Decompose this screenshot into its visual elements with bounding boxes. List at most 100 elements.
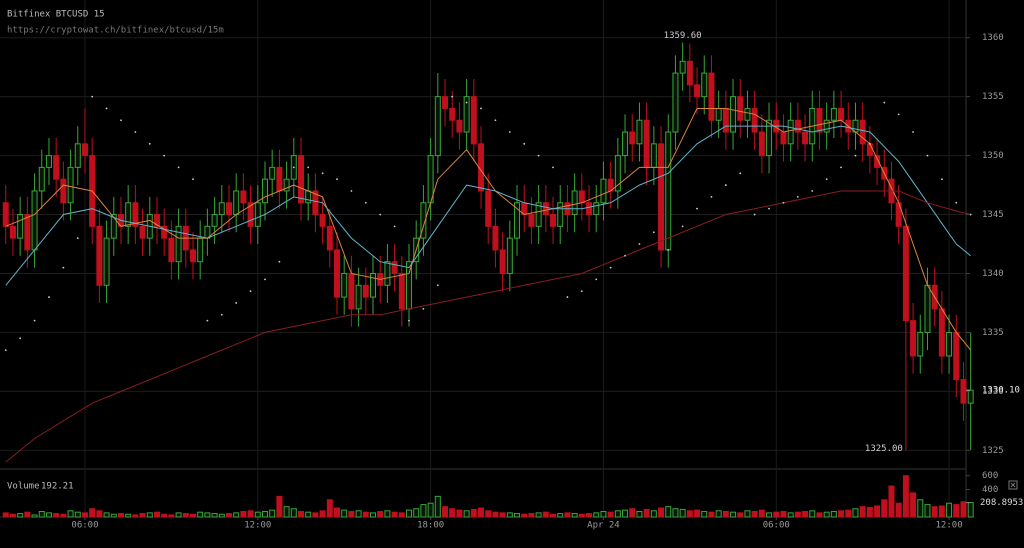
volume-bar xyxy=(665,506,672,518)
candle-body xyxy=(787,119,794,145)
sar-dot xyxy=(580,290,583,293)
volume-bar xyxy=(838,510,845,518)
volume-bar xyxy=(312,512,319,518)
volume-bar xyxy=(578,513,585,518)
volume-bar xyxy=(24,511,31,518)
candle-body xyxy=(780,131,787,145)
candle-body xyxy=(420,202,427,239)
extreme-label: 1359.60 xyxy=(664,31,702,41)
candle-body xyxy=(17,214,24,239)
sar-dot xyxy=(940,178,943,181)
sar-dot xyxy=(955,201,958,204)
candle-body xyxy=(276,166,283,192)
y-tick-label: 1335 xyxy=(982,328,1004,338)
volume-bar xyxy=(139,513,146,518)
sar-dot xyxy=(926,154,929,157)
candle-body xyxy=(81,143,88,157)
extreme-label: 1325.00 xyxy=(865,444,903,454)
sar-dot xyxy=(710,195,713,198)
y-tick-label: 1355 xyxy=(982,92,1004,102)
sar-dot xyxy=(177,166,180,169)
volume-bar xyxy=(146,512,153,518)
sar-dot xyxy=(278,260,281,263)
volume-bar xyxy=(413,508,420,518)
sar-dot xyxy=(33,319,36,322)
sar-dot xyxy=(91,95,94,98)
candle-body xyxy=(650,143,657,168)
sar-dot xyxy=(364,201,367,204)
volume-bar xyxy=(960,501,967,518)
sar-dot xyxy=(840,166,842,169)
candle-body xyxy=(348,272,355,310)
sar-dot xyxy=(566,296,569,298)
candle-body xyxy=(211,214,218,227)
volume-bar xyxy=(514,513,521,518)
volume-label: Volume xyxy=(7,482,40,492)
candle-body xyxy=(938,308,945,357)
volume-bar xyxy=(420,504,427,518)
candle-body xyxy=(161,225,168,239)
candle-body xyxy=(802,131,809,145)
volume-bar xyxy=(305,511,312,518)
sar-dot xyxy=(969,213,972,216)
candle-body xyxy=(103,237,110,286)
y-tick-label: 1325 xyxy=(982,446,1004,456)
volume-bar xyxy=(910,492,917,518)
candle-body xyxy=(830,107,837,121)
candle-body xyxy=(506,237,513,274)
close-icon[interactable] xyxy=(1008,480,1018,490)
x-tick-label: 18:00 xyxy=(417,521,444,531)
sar-dot xyxy=(494,119,497,122)
sar-dot xyxy=(249,290,252,293)
volume-bar xyxy=(564,512,571,518)
volume-bar xyxy=(67,510,74,518)
sar-dot xyxy=(148,142,151,145)
volume-bar xyxy=(204,512,211,518)
volume-bar xyxy=(182,513,189,518)
candle-body xyxy=(874,155,881,168)
volume-bar xyxy=(859,506,866,518)
volume-bar xyxy=(506,512,513,518)
candle-body xyxy=(197,237,204,263)
volume-bar xyxy=(938,505,945,518)
volume-bar xyxy=(261,510,268,518)
x-tick-label: 12:00 xyxy=(244,521,271,531)
candle-body xyxy=(550,214,557,227)
sar-dot xyxy=(912,131,914,133)
volume-bar xyxy=(802,510,809,518)
sar-dot xyxy=(292,166,295,169)
candle-body xyxy=(902,225,909,322)
volume-bar xyxy=(888,485,895,518)
volume-bar xyxy=(341,509,348,518)
volume-bar xyxy=(845,509,852,518)
candle-body xyxy=(917,331,924,357)
volume-bar xyxy=(874,505,881,518)
candle-body xyxy=(218,202,225,216)
sar-dot xyxy=(624,254,626,257)
volume-bar xyxy=(485,510,492,518)
volume-bar xyxy=(60,513,67,518)
candle-body xyxy=(125,202,132,227)
candle-body xyxy=(715,107,722,121)
volume-bar xyxy=(132,514,139,518)
sar-dot xyxy=(696,207,698,210)
volume-bar xyxy=(45,512,52,518)
volume-bar xyxy=(614,510,621,518)
candle-body xyxy=(542,202,549,216)
candle-body xyxy=(694,84,701,98)
sar-dot xyxy=(422,307,425,310)
volume-bar xyxy=(809,510,816,518)
candle-body xyxy=(967,389,974,404)
candle-body xyxy=(391,261,398,274)
sar-dot xyxy=(667,249,670,251)
candle-body xyxy=(816,107,823,133)
volume-bar xyxy=(586,513,593,518)
volume-bar xyxy=(189,513,196,518)
volume-bar xyxy=(283,506,290,518)
volume-bar xyxy=(125,513,132,518)
plot xyxy=(2,42,974,518)
volume-bar xyxy=(168,514,175,518)
volume-bar xyxy=(326,499,333,518)
candle-body xyxy=(74,143,81,168)
